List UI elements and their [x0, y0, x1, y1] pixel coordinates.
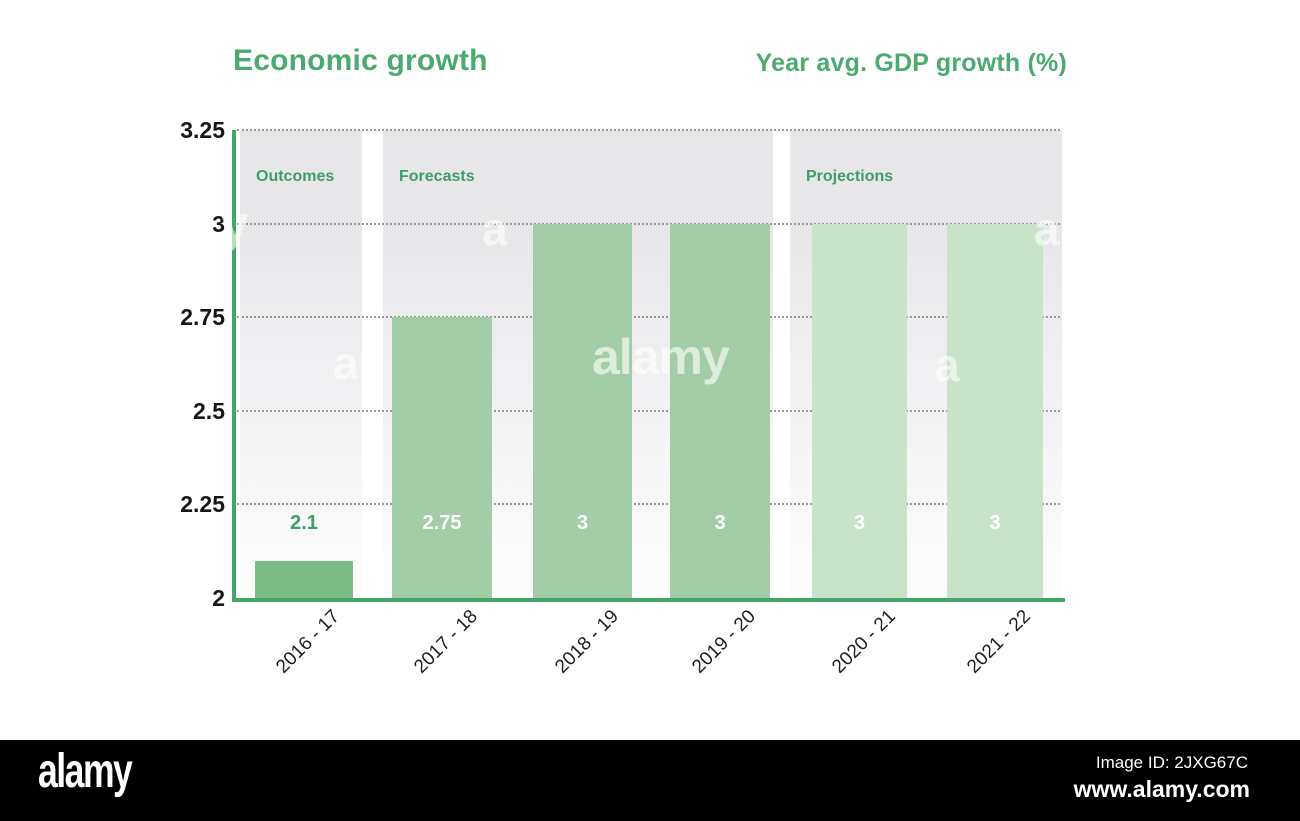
image-id-label: Image ID: 2JXG67C [1095, 753, 1248, 772]
chart-subtitle: Year avg. GDP growth (%) [755, 49, 1067, 77]
group-label-projections: Projections [806, 168, 894, 185]
bar-value-2021-22: 3 [989, 512, 1001, 534]
bar-value-2019-20: 3 [714, 512, 726, 534]
gridline-3 [237, 222, 1060, 225]
bar-value-2017-18: 2.75 [422, 512, 462, 534]
gridline-2.5 [237, 409, 1060, 412]
y-tick-2.75: 2.75 [180, 304, 225, 331]
bar-value-2020-21: 3 [853, 512, 866, 534]
x-tick-2018-19: 2018 - 19 [550, 606, 623, 678]
chart-title: Economic growth [233, 44, 488, 77]
bar-2021-22 [947, 223, 1043, 598]
bar-2018-19 [533, 223, 632, 598]
gridline-3.25 [237, 129, 1060, 131]
alamy-watermark: a [482, 203, 508, 255]
y-axis-line [232, 130, 236, 602]
y-tick-2.5: 2.5 [193, 397, 225, 424]
x-tick-2021-22: 2021 - 22 [963, 606, 1035, 678]
bar-value-2016-17: 2.1 [290, 512, 318, 534]
gridline-2.75 [237, 316, 1060, 319]
x-axis-line [232, 598, 1065, 602]
y-tick-2: 2 [212, 585, 225, 611]
bar-2016-17 [255, 560, 353, 598]
bar-2019-20 [670, 223, 770, 598]
alamy-watermark: y [220, 195, 249, 253]
y-tick-3.25: 3.25 [180, 117, 225, 143]
x-tick-2017-18: 2017 - 18 [410, 606, 482, 678]
bar-value-2018-19: 3 [576, 512, 589, 534]
bar-2017-18 [392, 317, 492, 598]
x-tick-2016-17: 2016 - 17 [272, 606, 344, 678]
bar-2020-21 [812, 223, 907, 598]
gridline-2.25 [237, 503, 1060, 506]
group-label-forecasts: Forecasts [399, 168, 475, 185]
alamy-logo: alamy [38, 745, 133, 798]
y-tick-3: 3 [212, 210, 225, 237]
alamy-url: www.alamy.com [1073, 776, 1250, 802]
x-tick-2019-20: 2019 - 20 [688, 606, 760, 678]
alamy-watermark: a [1034, 203, 1060, 255]
footer-bar: alamy Image ID: 2JXG67C www.alamy.com [0, 740, 1300, 821]
y-tick-2.25: 2.25 [180, 491, 225, 518]
alamy-watermark: a [333, 337, 359, 389]
alamy-watermark: a [934, 339, 960, 391]
alamy-watermark: alamy [592, 329, 730, 385]
group-panel-outcomes: Outcomes [240, 130, 362, 598]
x-tick-2020-21: 2020 - 21 [827, 606, 900, 678]
group-label-outcomes: Outcomes [256, 168, 335, 185]
